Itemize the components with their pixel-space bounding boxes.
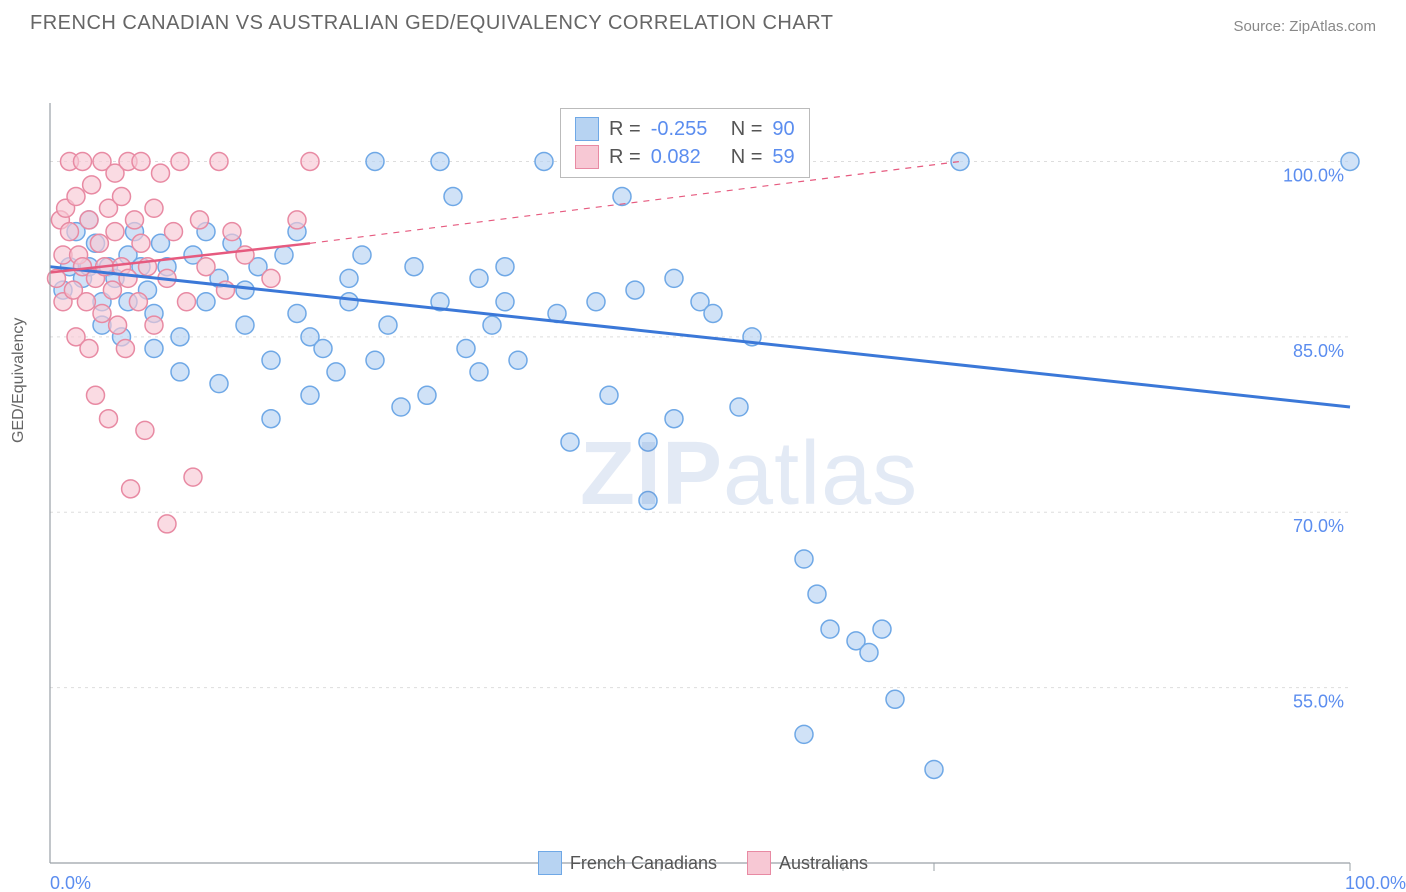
svg-text:55.0%: 55.0% [1293,692,1344,712]
legend-row: R =-0.255N =90 [575,115,795,143]
legend-swatch [575,117,599,141]
legend-label: French Canadians [570,853,717,874]
legend-swatch [575,145,599,169]
legend-label: Australians [779,853,868,874]
source-label: Source: ZipAtlas.com [1233,18,1376,35]
legend-item: Australians [747,851,868,875]
legend-swatch [538,851,562,875]
svg-text:70.0%: 70.0% [1293,516,1344,536]
correlation-legend: R =-0.255N =90R =0.082N =59 [560,108,810,178]
legend-row: R =0.082N =59 [575,143,795,171]
svg-text:100.0%: 100.0% [1283,165,1344,185]
svg-text:85.0%: 85.0% [1293,341,1344,361]
x-axis-max-label: 100.0% [1280,873,1406,892]
series-legend: French Canadians Australians [0,851,1406,875]
y-axis-label: GED/Equivalency [10,318,28,443]
legend-item: French Canadians [538,851,717,875]
legend-swatch [747,851,771,875]
chart-container: GED/Equivalency 55.0%70.0%85.0%100.0% ZI… [0,43,1406,873]
chart-title: FRENCH CANADIAN VS AUSTRALIAN GED/EQUIVA… [30,12,834,35]
x-axis-min-label: 0.0% [50,873,1406,892]
